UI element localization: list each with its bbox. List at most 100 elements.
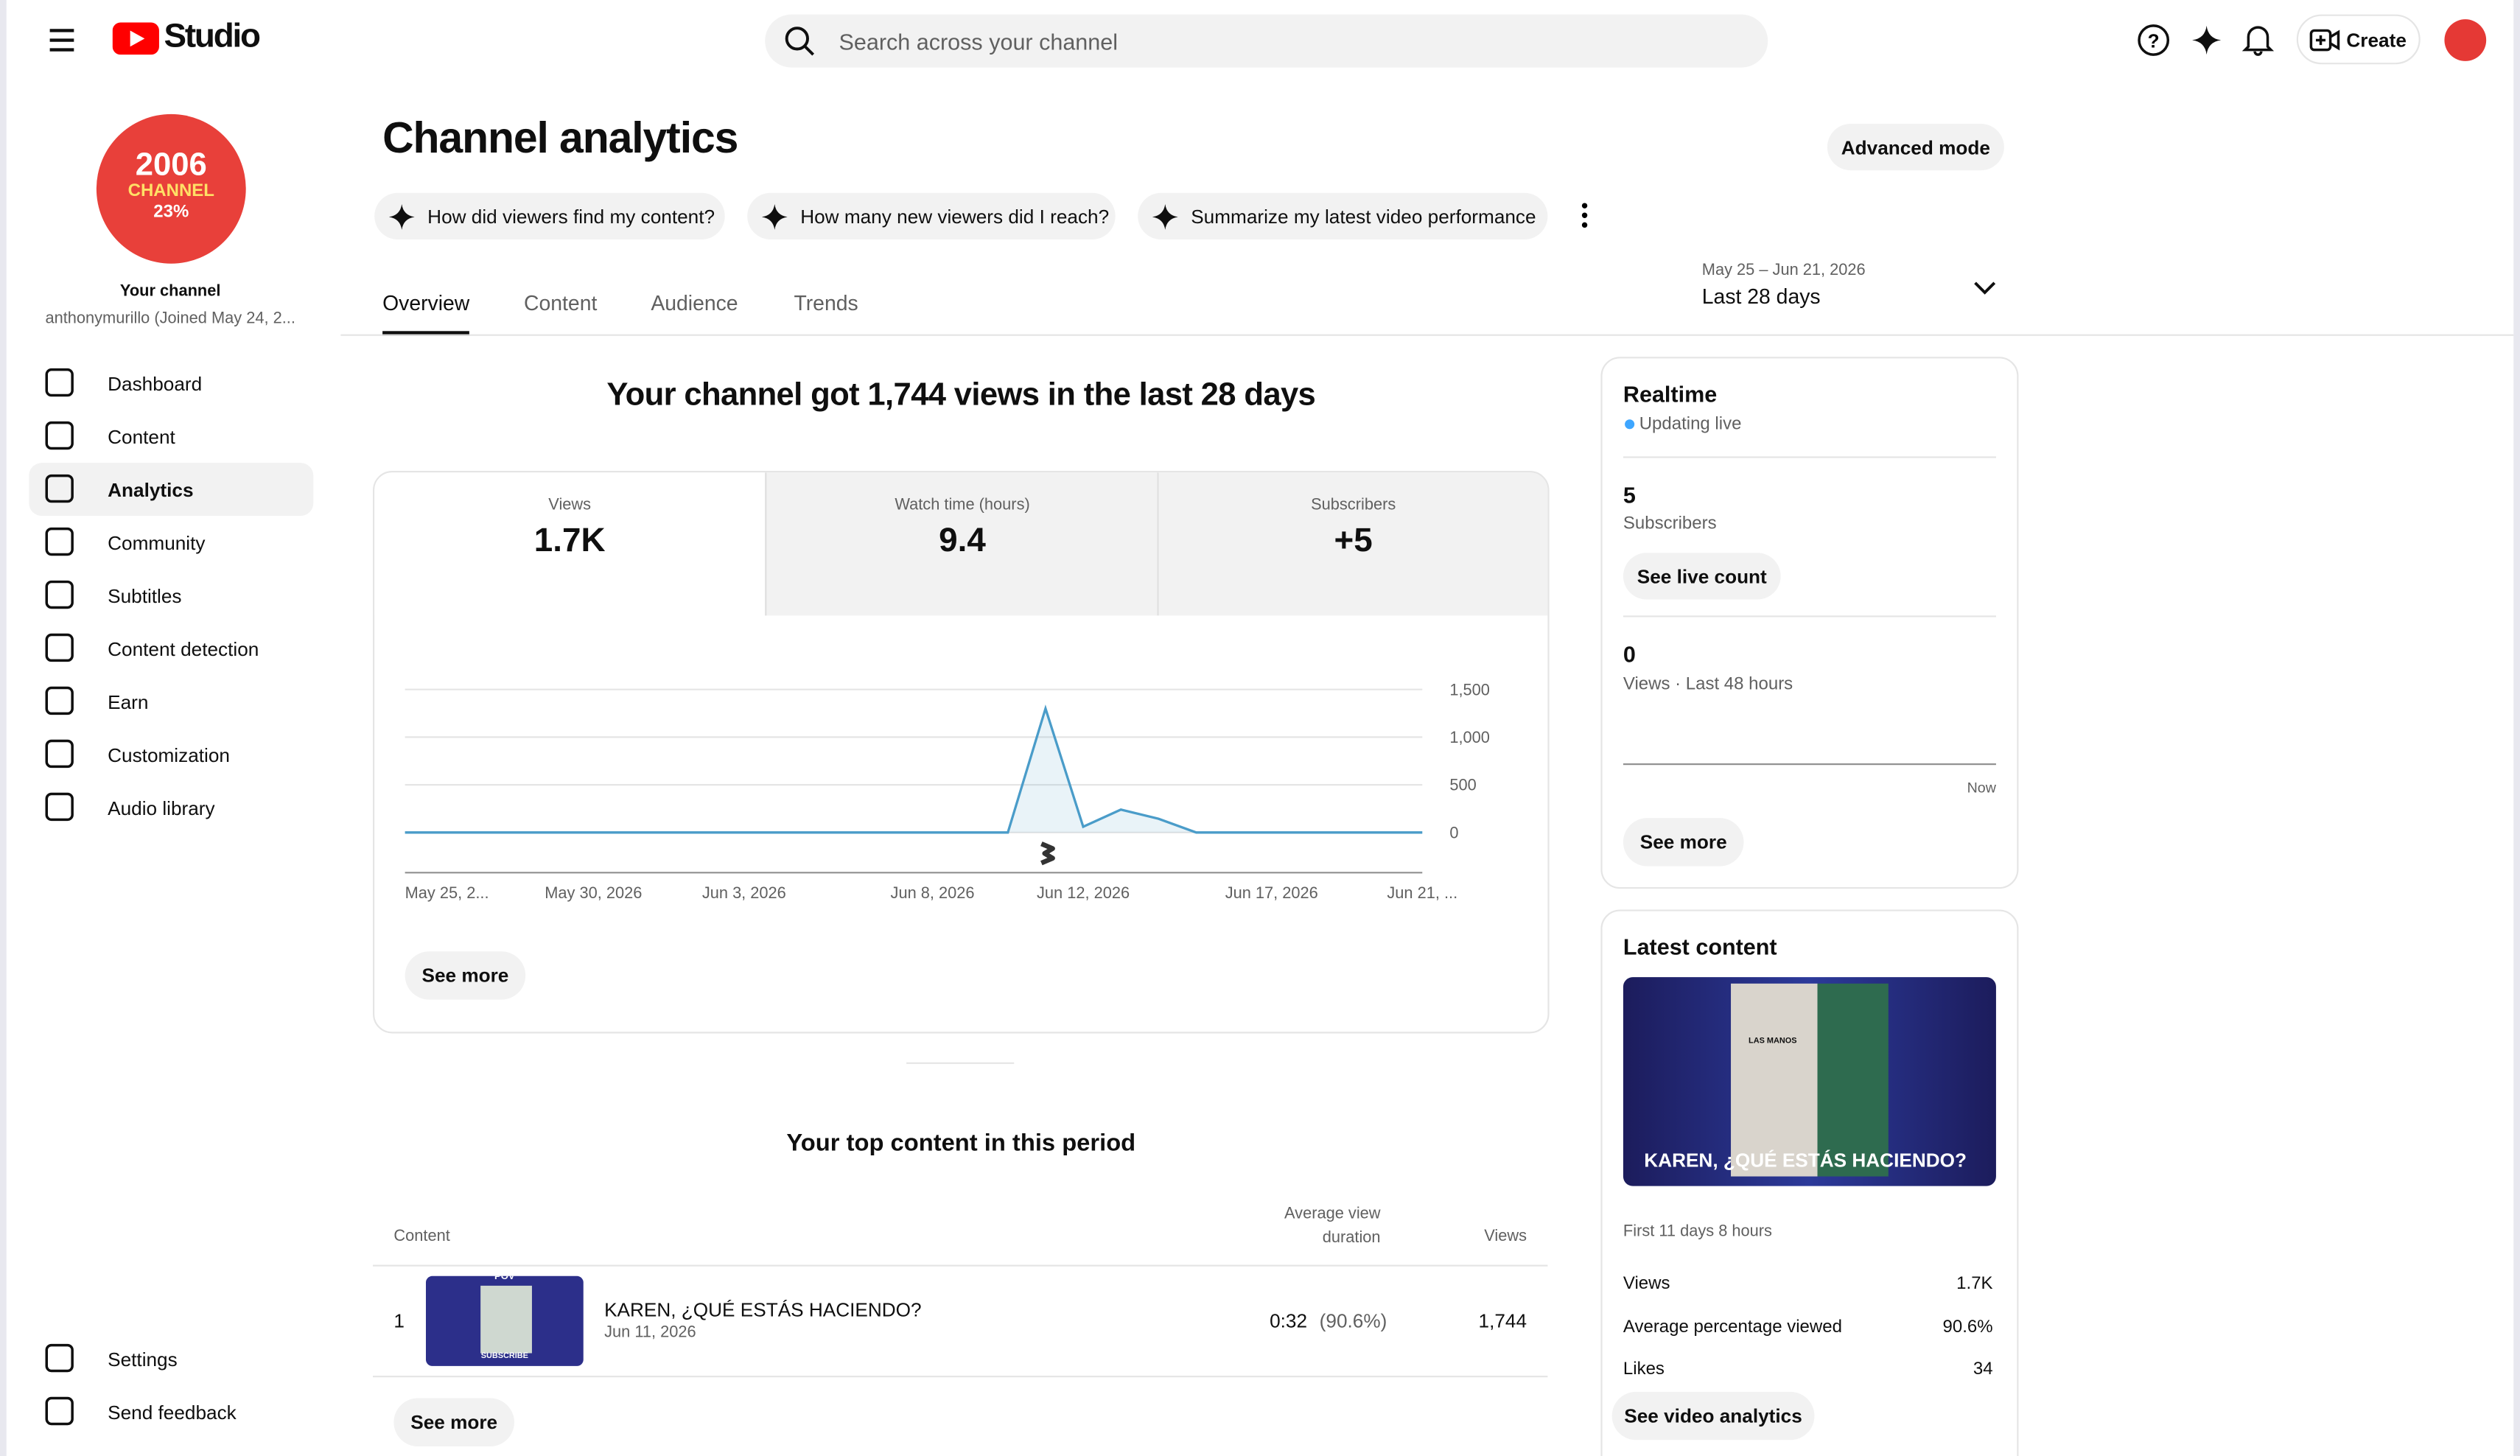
realtime-status: Updating live	[1639, 414, 1742, 434]
nav-icon	[45, 421, 74, 450]
nav-item[interactable]: Dashboard	[29, 357, 313, 410]
nav-icon-shape	[45, 421, 74, 450]
metric-label: Subscribers	[1311, 496, 1396, 514]
nav-icon	[45, 1396, 74, 1426]
stat-value: 90.6%	[1942, 1317, 1993, 1337]
sparkle-icon	[761, 203, 788, 229]
subscriber-label: Subscribers	[1623, 514, 1717, 534]
chart-card: Views 1.7K Watch time (hours) 9.4 Subscriber…	[373, 471, 1550, 1034]
search-box[interactable]: Search across your channel	[765, 14, 1768, 68]
x-tick-label: Jun 3, 2026	[702, 883, 786, 902]
tab[interactable]: Content	[524, 290, 598, 315]
row-rank: 1	[393, 1309, 405, 1333]
see-more-button[interactable]: See more	[393, 1398, 514, 1446]
x-tick-label: Jun 8, 2026	[891, 883, 975, 902]
x-tick-label: Jun 21, ...	[1387, 883, 1457, 902]
nav-label: Audio library	[108, 796, 215, 819]
nav-item[interactable]: Settings	[29, 1332, 313, 1385]
search-placeholder: Search across your channel	[839, 29, 1119, 55]
nav-icon-shape	[45, 1343, 74, 1373]
create-label: Create	[2346, 29, 2407, 52]
nav-icon-shape	[45, 792, 74, 822]
view-count: 0	[1623, 641, 1636, 668]
metric-tab[interactable]: Watch time (hours) 9.4	[765, 472, 1158, 616]
see-more-button[interactable]: See more	[405, 951, 526, 1000]
nav-icon-shape	[45, 527, 74, 556]
create-icon	[2309, 29, 2340, 52]
row-percent: (90.6%)	[1319, 1309, 1387, 1333]
nav-label: Analytics	[108, 477, 194, 501]
nav-item[interactable]: Analytics	[29, 463, 314, 517]
latest-thumbnail[interactable]: LAS MANOS KAREN, ¿QUÉ ESTÁS HACIENDO?	[1623, 977, 1996, 1186]
line-area	[405, 708, 1423, 833]
metric-tab[interactable]: Views 1.7K	[374, 472, 766, 616]
sparkle-icon[interactable]	[2189, 23, 2225, 58]
y-tick-label: 1,500	[1449, 680, 1490, 699]
nav-icon-shape	[45, 739, 74, 769]
metric-tab[interactable]: Subscribers +5	[1156, 472, 1548, 616]
logo-text[interactable]: Studio	[164, 17, 261, 55]
search-icon[interactable]	[784, 26, 816, 58]
nav-icon-shape	[45, 368, 74, 397]
row-title[interactable]: KAREN, ¿QUÉ ESTÁS HACIENDO?	[604, 1298, 922, 1321]
video-thumbnail[interactable]: POV SUBSCRIBE	[425, 1275, 584, 1366]
tab[interactable]: Overview	[382, 290, 470, 315]
avatar-text: 23%	[153, 202, 189, 222]
table-divider	[373, 1264, 1548, 1267]
date-period[interactable]: Last 28 days	[1701, 284, 1821, 309]
see-more-button[interactable]: See more	[1623, 818, 1744, 867]
help-icon[interactable]: ?	[2136, 23, 2171, 58]
latest-period: First 11 days 8 hours	[1623, 1222, 1772, 1241]
thumbnail-frame	[1731, 983, 1889, 1177]
channel-avatar[interactable]: 2006 CHANNEL 23%	[96, 113, 246, 264]
latest-video-title: KAREN, ¿QUÉ ESTÁS HACIENDO?	[1644, 1149, 1967, 1172]
realtime-axis	[1623, 763, 1996, 766]
nav-icon	[45, 474, 74, 503]
thumbnail-text: LAS MANOS	[1749, 1036, 1797, 1046]
prompt-chip[interactable]: Summarize my latest video performance	[1138, 192, 1548, 239]
advanced-mode-button[interactable]: Advanced mode	[1827, 123, 2004, 171]
column-header: Average view duration	[1284, 1205, 1381, 1247]
subscriber-count: 5	[1623, 482, 1636, 508]
video-analytics-button[interactable]: See video analytics	[1611, 1391, 1815, 1441]
prompt-chip[interactable]: How many new viewers did I reach?	[747, 192, 1116, 239]
views-chart: 0 500 1,000 1,500 May 25, 2... May 30, 2026 Ju…	[405, 680, 1490, 902]
metric-label: Watch time (hours)	[895, 496, 1030, 514]
nav-item[interactable]: Earn	[29, 675, 313, 728]
tab[interactable]: Trends	[794, 290, 858, 315]
x-tick-label: Jun 12, 2026	[1037, 883, 1130, 902]
bell-icon[interactable]	[2240, 21, 2275, 56]
nav-icon	[45, 686, 74, 715]
metric-value: 9.4	[939, 522, 986, 560]
nav-item[interactable]: Content detection	[29, 622, 313, 675]
tab[interactable]: Audience	[651, 290, 738, 315]
more-icon[interactable]	[1572, 199, 1597, 231]
create-button[interactable]: Create	[2296, 14, 2421, 65]
nav-icon	[45, 633, 74, 662]
nav-item[interactable]: Community	[29, 516, 313, 569]
realtime-title: Realtime	[1623, 380, 1718, 407]
metric-label: Views	[548, 496, 592, 514]
nav-item[interactable]: Send feedback	[29, 1385, 313, 1438]
menu-icon[interactable]	[45, 23, 80, 58]
nav-item[interactable]: Audio library	[29, 781, 313, 834]
nav-item[interactable]: Subtitles	[29, 569, 313, 622]
account-avatar[interactable]	[2444, 19, 2487, 61]
line	[405, 704, 1423, 834]
logo-icon[interactable]	[112, 22, 161, 57]
prompt-chip[interactable]: How did viewers find my content?	[374, 192, 725, 239]
realtime-card: Realtime Updating live 5 Subscribers See…	[1600, 357, 2019, 889]
nav-item[interactable]: Customization	[29, 728, 313, 781]
stat-value: 1.7K	[1956, 1274, 1993, 1294]
date-dropdown-icon[interactable]	[1972, 276, 1998, 299]
nav-item[interactable]: Content	[29, 410, 313, 463]
live-count-button[interactable]: See live count	[1623, 553, 1781, 600]
realtime-now: Now	[1967, 779, 1996, 796]
tab-indicator	[382, 331, 469, 336]
sparkle-icon	[388, 203, 415, 229]
channel-name: anthonymurillo (Joined May 24, 2...	[45, 309, 295, 328]
nav-label: Community	[108, 531, 206, 554]
latest-card: Latest content LAS MANOS KAREN, ¿QUÉ EST…	[1600, 909, 2019, 1456]
date-range[interactable]: May 25 – Jun 21, 2026	[1701, 262, 1866, 280]
